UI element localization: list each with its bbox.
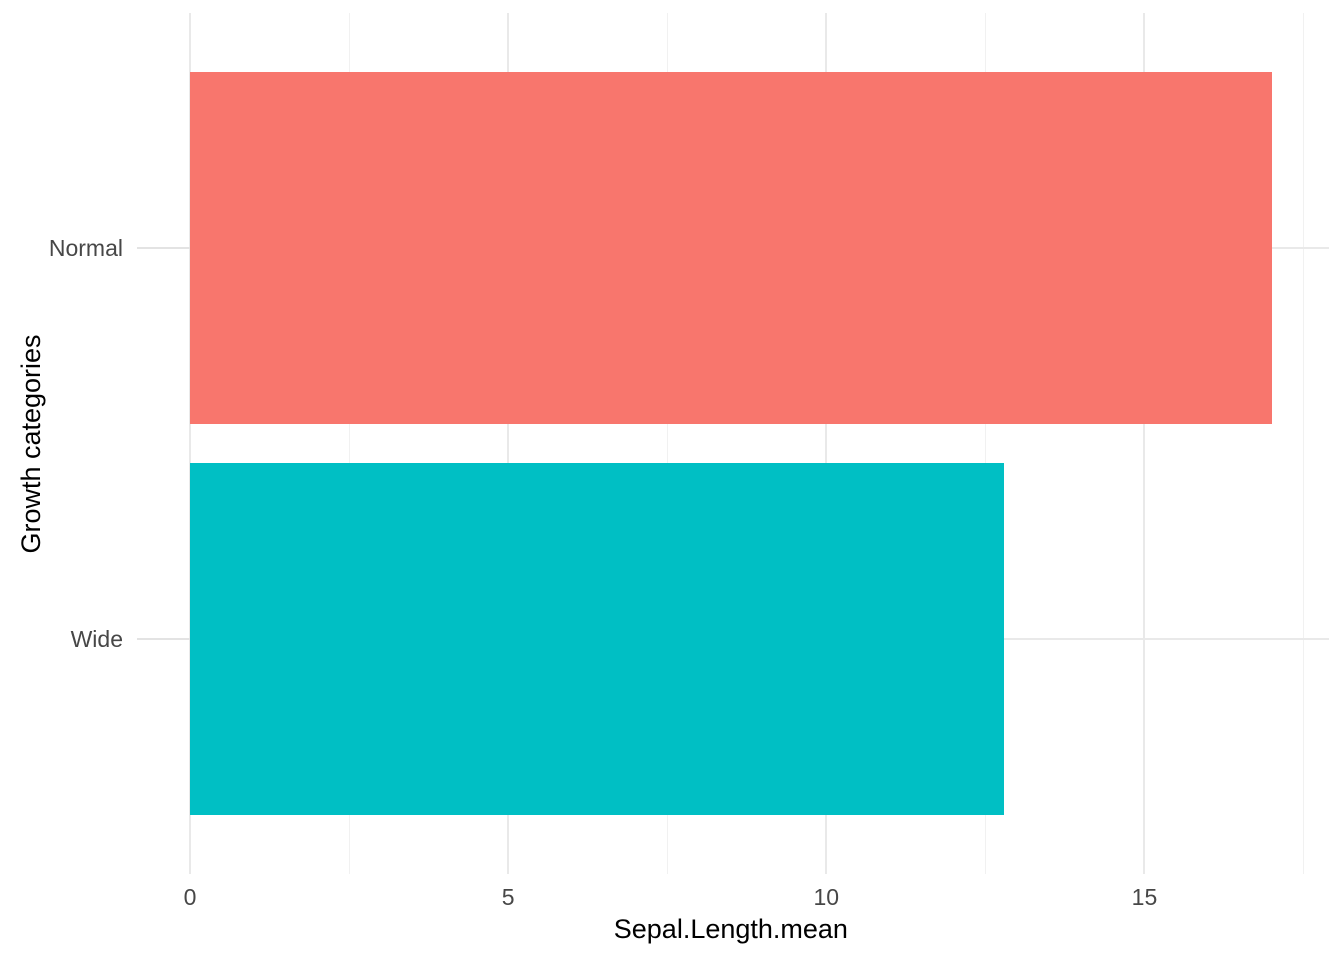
x-tick-label-10: 10 [813, 884, 840, 910]
x-tick-label-0: 0 [183, 884, 197, 910]
x-axis-title: Sepal.Length.mean [613, 914, 848, 944]
minor-gridline [348, 13, 350, 874]
y-tick-mark [137, 638, 190, 641]
y-tick-label-wide: Wide [70, 626, 123, 653]
x-tick-label-5: 5 [501, 884, 515, 910]
y-axis-title: Growth categories [16, 333, 46, 554]
major-gridline [1143, 13, 1146, 874]
y-tick-mark [137, 246, 190, 249]
minor-gridline [984, 13, 986, 874]
minor-gridline [1303, 13, 1305, 874]
major-gridline [507, 13, 510, 874]
minor-gridline [666, 13, 668, 874]
bar-wide [190, 463, 1005, 816]
bar-normal [190, 71, 1272, 424]
x-tick-label-15: 15 [1131, 884, 1158, 910]
plot-panel [189, 13, 1329, 874]
major-gridline [189, 13, 191, 874]
major-gridline [825, 13, 828, 874]
y-tick-label-normal: Normal [48, 234, 123, 261]
